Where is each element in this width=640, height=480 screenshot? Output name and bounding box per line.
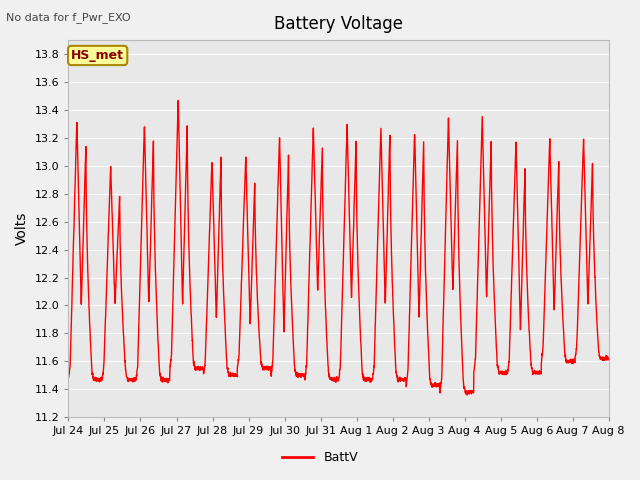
Text: HS_met: HS_met (71, 49, 124, 62)
Text: No data for f_Pwr_EXO: No data for f_Pwr_EXO (6, 12, 131, 23)
Y-axis label: Volts: Volts (15, 212, 29, 245)
Legend: BattV: BattV (277, 446, 363, 469)
Title: Battery Voltage: Battery Voltage (274, 15, 403, 33)
